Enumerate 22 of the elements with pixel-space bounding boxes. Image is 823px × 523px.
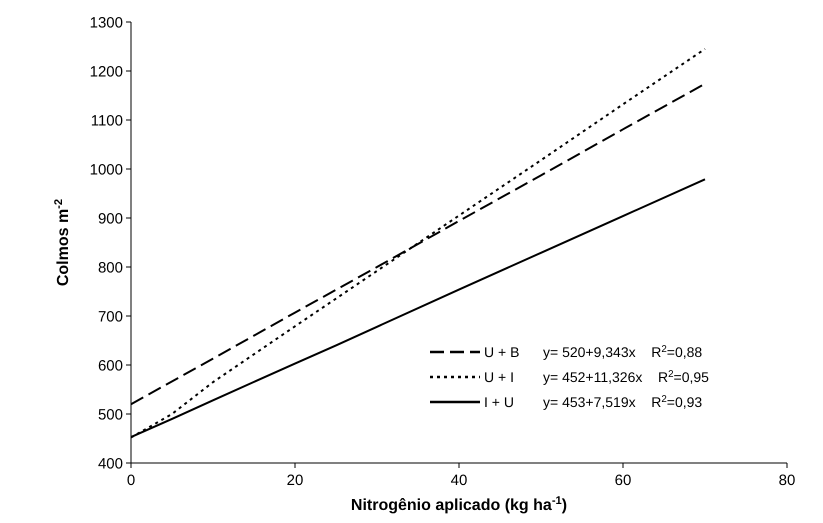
annotation: y= 452+11,326x R$^{2}$=0,95 [543,368,710,385]
y-tick-label: 900 [98,210,123,228]
y-tick-label: 1100 [90,112,123,130]
y-tick-label: 700 [98,308,123,326]
x-tick-label: 60 [614,472,632,489]
y-tick-label: 800 [98,259,123,276]
legend-label: U + B [484,344,520,360]
annotation: y= 520+9,343x R$^{2}$=0,88 [543,343,702,360]
y-tick-label: 1200 [90,63,123,80]
x-tick-label: 80 [778,472,796,489]
y-tick-label: 1000 [90,161,123,178]
x-tick-label: 0 [126,472,136,489]
y-tick-label: 500 [98,406,123,424]
x-tick-label: 20 [286,472,304,489]
legend-label: U + I [484,368,514,385]
annotation: y= 453+7,519x R$^{2}$=0,93 [543,393,702,410]
legend-label: I + U [484,394,514,410]
y-tick-label: 600 [98,357,123,374]
y-tick-label: 400 [98,455,123,472]
x-tick-label: 40 [450,472,468,489]
x-axis-title: Nitrogênio aplicado (kg ha$^{-1}$) [350,495,568,514]
y-tick-label: 1300 [90,14,123,32]
